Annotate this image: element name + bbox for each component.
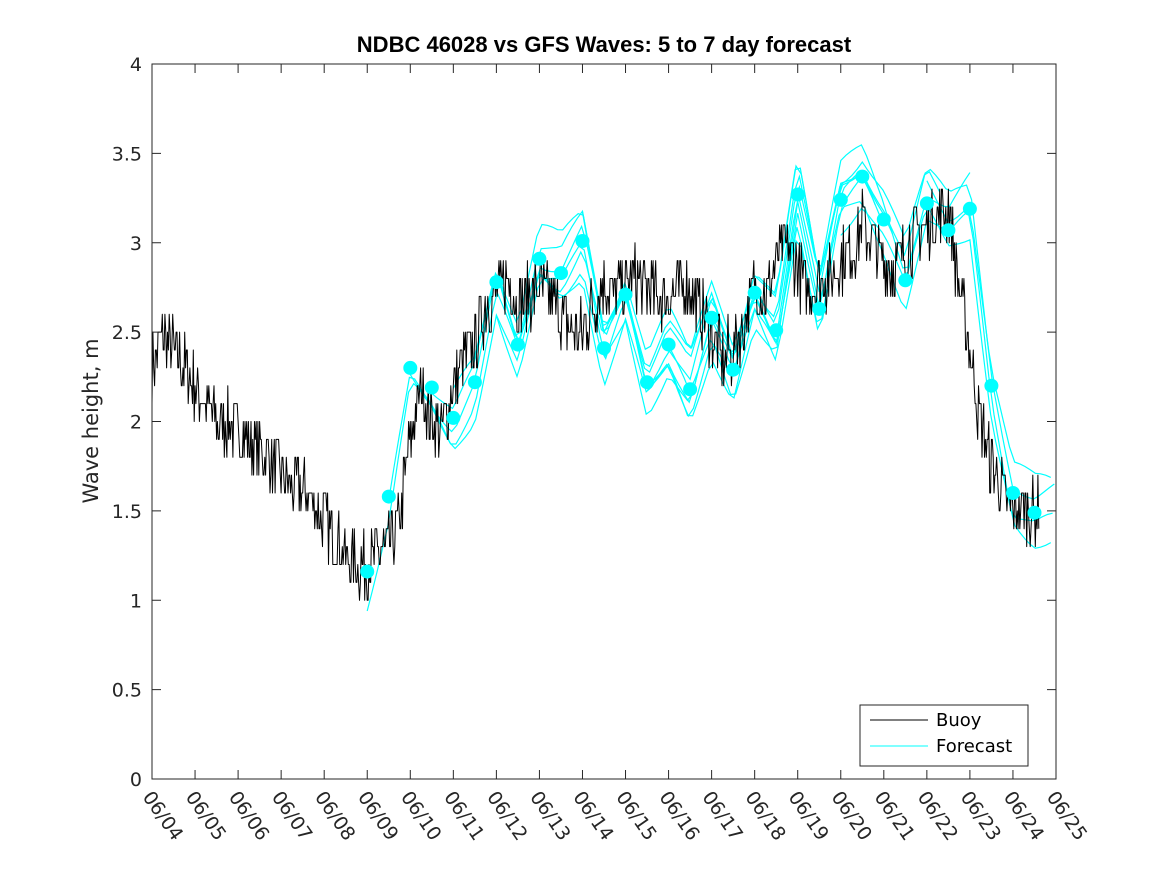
- forecast-point: [446, 410, 461, 425]
- forecast-point: [661, 337, 676, 352]
- y-tick-label: 1.5: [112, 501, 142, 523]
- forecast-point: [1027, 505, 1042, 520]
- forecast-point: [855, 169, 870, 184]
- forecast-point: [833, 192, 848, 207]
- plot-area: [151, 63, 1057, 780]
- forecast-point: [898, 273, 913, 288]
- forecast-point: [1006, 486, 1020, 500]
- forecast-point: [360, 564, 375, 579]
- y-tick-label: 2.5: [112, 322, 142, 344]
- forecast-point: [769, 323, 784, 338]
- forecast-run-line: [668, 201, 1052, 549]
- legend-buoy-label: Buoy: [936, 710, 982, 731]
- forecast-point: [532, 251, 547, 266]
- legend-box: [859, 704, 1029, 767]
- buoy-series-line: [151, 188, 1040, 601]
- forecast-point: [962, 201, 977, 216]
- y-tick-label: 0.5: [112, 680, 142, 702]
- forecast-point: [747, 285, 762, 300]
- forecast-point: [510, 337, 525, 352]
- y-tick-label: 1: [130, 590, 142, 612]
- y-axis: 0 0.5 1 1.5 2 2.5 3 3.5 4: [112, 54, 1056, 791]
- forecast-point: [403, 360, 418, 375]
- forecast-point: [790, 187, 805, 202]
- forecast-run-line: [754, 164, 1055, 500]
- forecast-point: [640, 375, 654, 390]
- forecast-point: [984, 378, 999, 393]
- forecast-point: [575, 234, 590, 248]
- forecast-point: [941, 223, 956, 238]
- forecast-point: [812, 301, 827, 316]
- y-axis-label: Wave height, m: [79, 338, 103, 503]
- forecast-point: [554, 266, 568, 281]
- y-tick-label: 0: [130, 769, 142, 791]
- forecast-point: [876, 212, 891, 227]
- y-tick-label: 2: [130, 412, 142, 434]
- series-layer: [151, 144, 1055, 612]
- axes-background: [152, 64, 1056, 779]
- forecast-point: [489, 275, 504, 290]
- forecast-point: [726, 362, 741, 377]
- chart-title: NDBC 46028 vs GFS Waves: 5 to 7 day fore…: [357, 32, 852, 57]
- legend-forecast-label: Forecast: [936, 736, 1012, 757]
- forecast-point: [381, 489, 396, 504]
- forecast-point: [919, 196, 934, 211]
- forecast-point: [597, 341, 611, 356]
- forecast-point: [424, 380, 439, 395]
- forecast-point: [618, 287, 633, 302]
- forecast-point: [704, 310, 719, 325]
- forecast-run-line: [581, 144, 971, 368]
- y-tick-label: 3.5: [112, 143, 142, 165]
- forecast-point: [467, 375, 482, 390]
- legend: Buoy Forecast: [859, 704, 1029, 767]
- forecast-point: [683, 382, 698, 397]
- y-tick-label: 4: [130, 54, 142, 76]
- y-tick-label: 3: [130, 233, 142, 255]
